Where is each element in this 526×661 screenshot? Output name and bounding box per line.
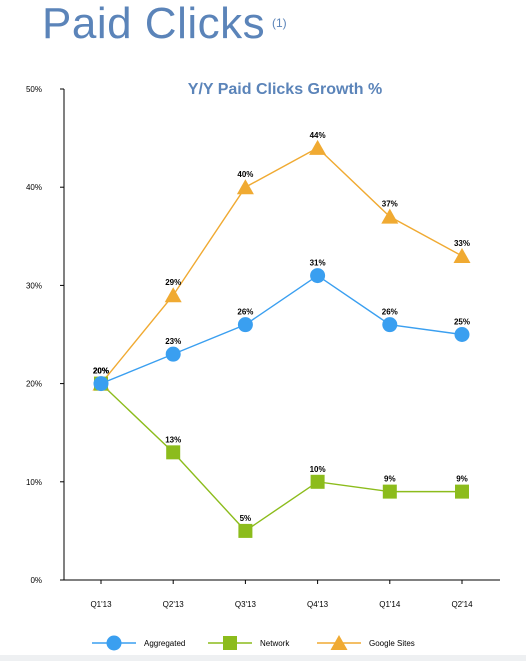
y-tick-label: 40% (26, 183, 42, 192)
data-label: 13% (165, 435, 181, 444)
page-title: Paid Clicks (42, 0, 266, 48)
chart-legend: Aggregated Network Google Sites (92, 635, 415, 651)
data-point-circle (310, 268, 326, 284)
y-tick-label: 50% (26, 85, 42, 94)
data-point-square (382, 484, 397, 499)
data-label: 25% (454, 318, 470, 327)
data-label: 31% (310, 259, 326, 268)
legend-label: Google Sites (369, 639, 415, 648)
data-point-square (238, 523, 253, 538)
data-label: 20% (93, 367, 109, 376)
data-point-triangle (453, 247, 471, 263)
data-label: 20% (93, 367, 109, 376)
chart-series: 20%29%40%44%37%33%20%13%5%10%9% 9%20%23%2… (92, 131, 471, 538)
legend-label: Aggregated (144, 639, 185, 648)
bottom-divider (0, 655, 526, 661)
x-tick-label: Q3'13 (235, 600, 257, 609)
x-tick-label: Q4'13 (307, 600, 329, 609)
data-label: 29% (165, 278, 181, 287)
data-point-triangle (381, 208, 399, 224)
x-tick-label: Q1'14 (379, 600, 401, 609)
page-title-footnote-marker: (1) (272, 16, 287, 30)
data-label: 44% (310, 131, 326, 140)
x-tick-label: Q2'13 (163, 600, 185, 609)
legend-marker-square (223, 636, 237, 650)
x-tick-label: Q2'14 (451, 600, 473, 609)
series-line-network (100, 383, 462, 532)
chart-axes: 0% 10% 20% 30% 40% 50% Q1'13 Q2'13 Q3'13 Q4'13 Q1'… (26, 85, 500, 609)
legend-marker-circle (106, 635, 122, 651)
data-point-triangle (164, 287, 182, 303)
data-label: 20% (93, 367, 109, 376)
data-label: 33% (454, 239, 470, 248)
data-label: 40% (237, 170, 253, 179)
y-tick-label: 20% (26, 380, 42, 389)
y-tick-label: 30% (26, 281, 42, 290)
data-point-circle (382, 317, 398, 333)
data-point-triangle (309, 139, 327, 155)
data-point-square (166, 445, 181, 460)
data-label: 23% (165, 337, 181, 346)
series-line-aggregated (100, 274, 463, 385)
data-point-circle (454, 327, 470, 342)
data-point-circle (165, 346, 181, 362)
series-line-google-sites (100, 147, 463, 385)
chart-title: Y/Y Paid Clicks Growth % (188, 81, 382, 98)
data-point-circle (237, 317, 253, 333)
data-point-circle (93, 376, 109, 392)
data-point-square (455, 484, 469, 499)
legend-marker-triangle (330, 635, 348, 650)
data-point-triangle (236, 179, 254, 195)
data-label: 9% (456, 475, 468, 484)
data-label: 10% (310, 465, 326, 474)
x-tick-label: Q1'13 (90, 600, 112, 609)
data-label: 5% (240, 514, 252, 523)
y-tick-label: 10% (26, 478, 42, 487)
data-label: 26% (382, 308, 398, 317)
legend-label: Network (260, 639, 290, 648)
y-tick-label: 0% (30, 576, 42, 585)
data-label: 9% (384, 475, 396, 484)
data-point-square (310, 474, 325, 489)
data-label: 37% (382, 200, 398, 209)
data-label: 26% (237, 308, 253, 317)
